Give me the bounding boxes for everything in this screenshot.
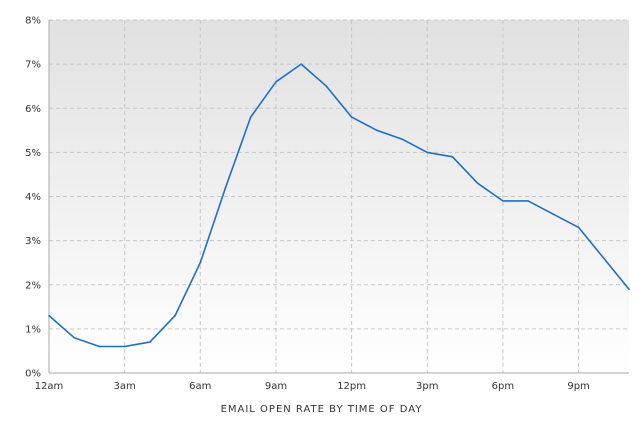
x-tick-label: 12am (35, 381, 64, 392)
data-point (123, 345, 126, 348)
y-tick-label: 7% (25, 60, 41, 71)
data-point (48, 314, 50, 317)
data-point (350, 116, 353, 118)
y-tick-label: 4% (25, 192, 41, 203)
x-axis-title: EMAIL OPEN RATE BY TIME OF DAY (220, 404, 423, 415)
x-tick-label: 6pm (492, 381, 514, 392)
tick-labels: 0% 1% 2% 3% 4% 5% 6% 7% 8% 12am 3am 6am 9am 12pm 3pm 6p… (25, 16, 590, 393)
data-point (98, 345, 101, 348)
data-point (199, 261, 202, 264)
data-point (224, 186, 227, 189)
data-point (174, 314, 176, 317)
data-point (602, 257, 605, 260)
data-point (628, 288, 630, 290)
data-point (476, 182, 479, 185)
data-point (552, 213, 555, 215)
x-tick-label: 3pm (416, 381, 438, 392)
data-point (149, 341, 151, 343)
data-point (325, 85, 328, 87)
data-point (376, 129, 378, 132)
y-tick-label: 8% (25, 16, 41, 27)
data-point (451, 155, 454, 158)
x-tick-label: 3am (114, 381, 136, 392)
x-tick-label: 9am (265, 381, 287, 392)
x-tick-label: 6am (189, 381, 211, 392)
y-tick-label: 0% (25, 369, 41, 380)
axes (48, 20, 629, 374)
data-point (249, 116, 252, 118)
data-point (502, 200, 504, 202)
y-tick-label: 1% (25, 324, 41, 335)
series-line (48, 63, 630, 348)
data-point (577, 226, 580, 229)
x-tick-label: 9pm (567, 381, 589, 392)
data-point (73, 336, 76, 339)
data-point (426, 151, 429, 154)
y-tick-label: 6% (25, 104, 41, 115)
x-tick-label: 12pm (337, 381, 366, 392)
grid-lines (49, 19, 629, 373)
data-point (527, 200, 529, 202)
series-layer (48, 63, 630, 348)
y-tick-label: 5% (25, 148, 41, 159)
data-point (401, 138, 403, 140)
data-point (275, 80, 277, 83)
y-tick-label: 3% (25, 236, 41, 247)
y-tick-label: 2% (25, 280, 41, 291)
data-point (300, 63, 302, 65)
